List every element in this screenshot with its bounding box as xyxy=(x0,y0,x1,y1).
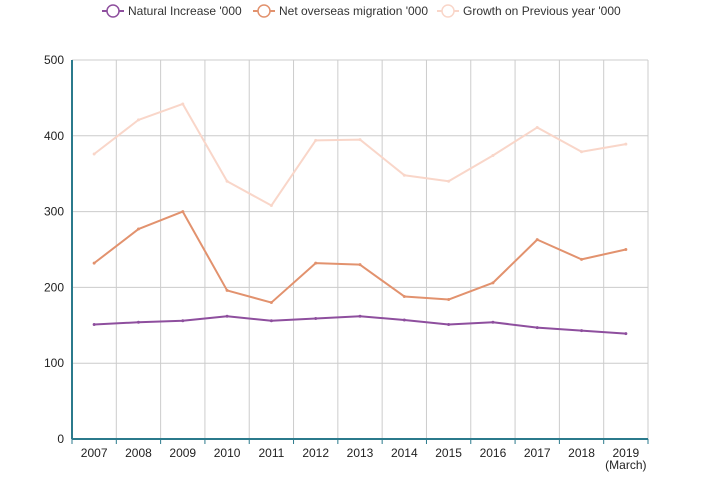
data-point xyxy=(535,326,539,330)
axes xyxy=(71,60,648,440)
legend-marker-icon xyxy=(106,4,120,18)
y-tick-label: 100 xyxy=(44,356,64,370)
data-point xyxy=(624,332,628,336)
y-axis-ticks: 0 100 200 300 400 500 xyxy=(44,53,64,446)
x-tick-label: 2007 xyxy=(81,446,108,460)
x-tick-label: 2019 xyxy=(612,446,639,460)
data-point xyxy=(136,118,140,122)
data-point xyxy=(92,152,96,156)
series-line-0 xyxy=(94,315,626,335)
data-point xyxy=(225,314,229,318)
x-tick-label: 2009 xyxy=(169,446,196,460)
legend-marker-icon xyxy=(257,4,271,18)
data-point xyxy=(358,138,362,142)
legend-item-0[interactable]: Natural Increase '000 xyxy=(102,4,242,18)
data-point xyxy=(535,238,539,242)
y-tick-label: 400 xyxy=(44,129,64,143)
data-point xyxy=(92,261,96,265)
x-tick-label: 2016 xyxy=(480,446,507,460)
data-point xyxy=(314,138,318,142)
data-point xyxy=(269,204,273,208)
x-tick-label: 2018 xyxy=(568,446,595,460)
y-tick-label: 200 xyxy=(44,280,64,294)
legend-item-1[interactable]: Net overseas migration '000 xyxy=(253,4,428,18)
legend-label: Net overseas migration '000 xyxy=(279,4,428,18)
x-tick-label: 2010 xyxy=(214,446,241,460)
legend-label: Growth on Previous year '000 xyxy=(463,4,621,18)
y-tick-label: 300 xyxy=(44,205,64,219)
data-point xyxy=(491,320,495,324)
data-point xyxy=(358,314,362,318)
x-tick-label: 2013 xyxy=(347,446,374,460)
data-point xyxy=(269,319,273,323)
x-tick-label: 2015 xyxy=(435,446,462,460)
x-tick-label: 2008 xyxy=(125,446,152,460)
series-line-1 xyxy=(93,210,627,304)
data-point xyxy=(181,102,185,106)
data-point xyxy=(314,261,318,265)
x-tick-label: 2017 xyxy=(524,446,551,460)
data-point xyxy=(269,301,273,305)
data-point xyxy=(447,179,451,183)
data-point xyxy=(181,210,185,214)
series-lines xyxy=(92,102,628,336)
data-point xyxy=(624,248,628,251)
data-point xyxy=(92,323,96,327)
x-tick-label: 2011 xyxy=(258,446,284,460)
y-tick-label: 0 xyxy=(57,432,64,446)
data-point xyxy=(580,150,584,154)
data-point xyxy=(447,323,451,327)
data-point xyxy=(402,318,406,322)
data-point xyxy=(402,294,406,298)
data-point xyxy=(402,173,406,177)
data-point xyxy=(358,263,362,267)
legend-item-2[interactable]: Growth on Previous year '000 xyxy=(437,4,621,18)
data-point xyxy=(225,288,229,292)
data-point xyxy=(580,257,584,261)
data-point xyxy=(624,142,628,146)
y-tick-label: 500 xyxy=(44,53,64,67)
legend-marker-icon xyxy=(441,4,455,18)
x-tick-sublabel: (March) xyxy=(605,458,646,472)
data-point xyxy=(136,227,140,231)
data-point xyxy=(181,319,185,323)
data-point xyxy=(314,316,318,320)
data-point xyxy=(535,125,539,129)
legend-label: Natural Increase '000 xyxy=(128,4,242,18)
data-point xyxy=(491,281,495,285)
data-point xyxy=(447,298,451,302)
x-tick-label: 2012 xyxy=(302,446,329,460)
x-tick-label: 2014 xyxy=(391,446,418,460)
data-point xyxy=(580,329,584,333)
series-line-2 xyxy=(93,102,627,207)
data-point xyxy=(225,179,229,183)
data-point xyxy=(491,154,495,158)
data-point xyxy=(136,320,140,324)
legend: Natural Increase '000 Net overseas migrat… xyxy=(102,4,621,18)
x-axis-ticks: 2007 2008 2009 2010 2011 2012 2013 2014 2015 2016… xyxy=(71,439,649,472)
